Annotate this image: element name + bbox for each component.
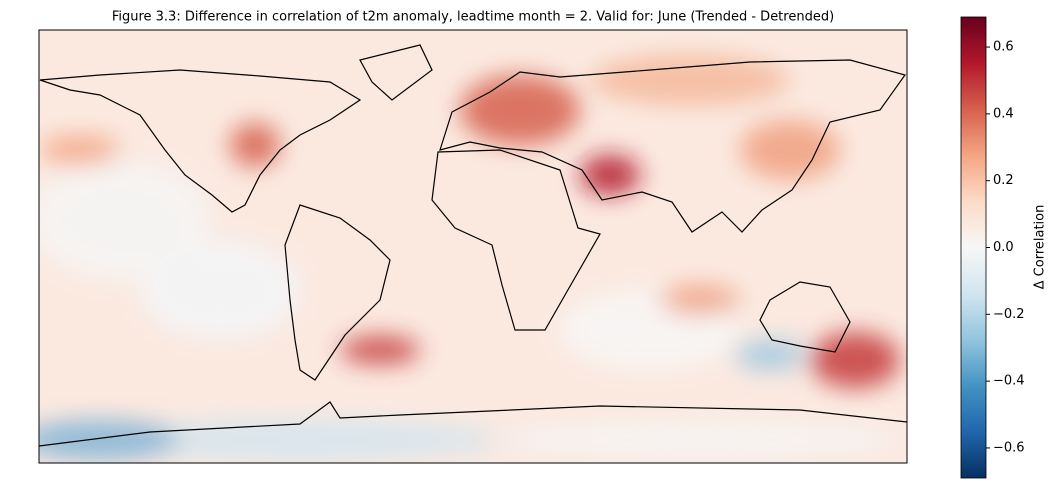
colorbar-tick-label: 0.2 (993, 173, 1014, 188)
colorbar-tick-label: −0.4 (993, 374, 1025, 389)
colorbar (960, 16, 987, 479)
colorbar-label: Δ Correlation (1033, 205, 1048, 290)
map-frame (38, 29, 908, 464)
map-field (39, 30, 907, 463)
colorbar-tick-label: 0.6 (993, 40, 1014, 55)
colorbar-tick-label: 0.0 (993, 240, 1014, 255)
colorbar-tick-label: −0.6 (993, 440, 1025, 455)
colorbar-tick-label: −0.2 (993, 307, 1025, 322)
title: Figure 3.3: Difference in correlation of… (112, 10, 834, 25)
colorbar-tick-label: 0.4 (993, 106, 1014, 121)
coastlines (39, 44, 907, 447)
